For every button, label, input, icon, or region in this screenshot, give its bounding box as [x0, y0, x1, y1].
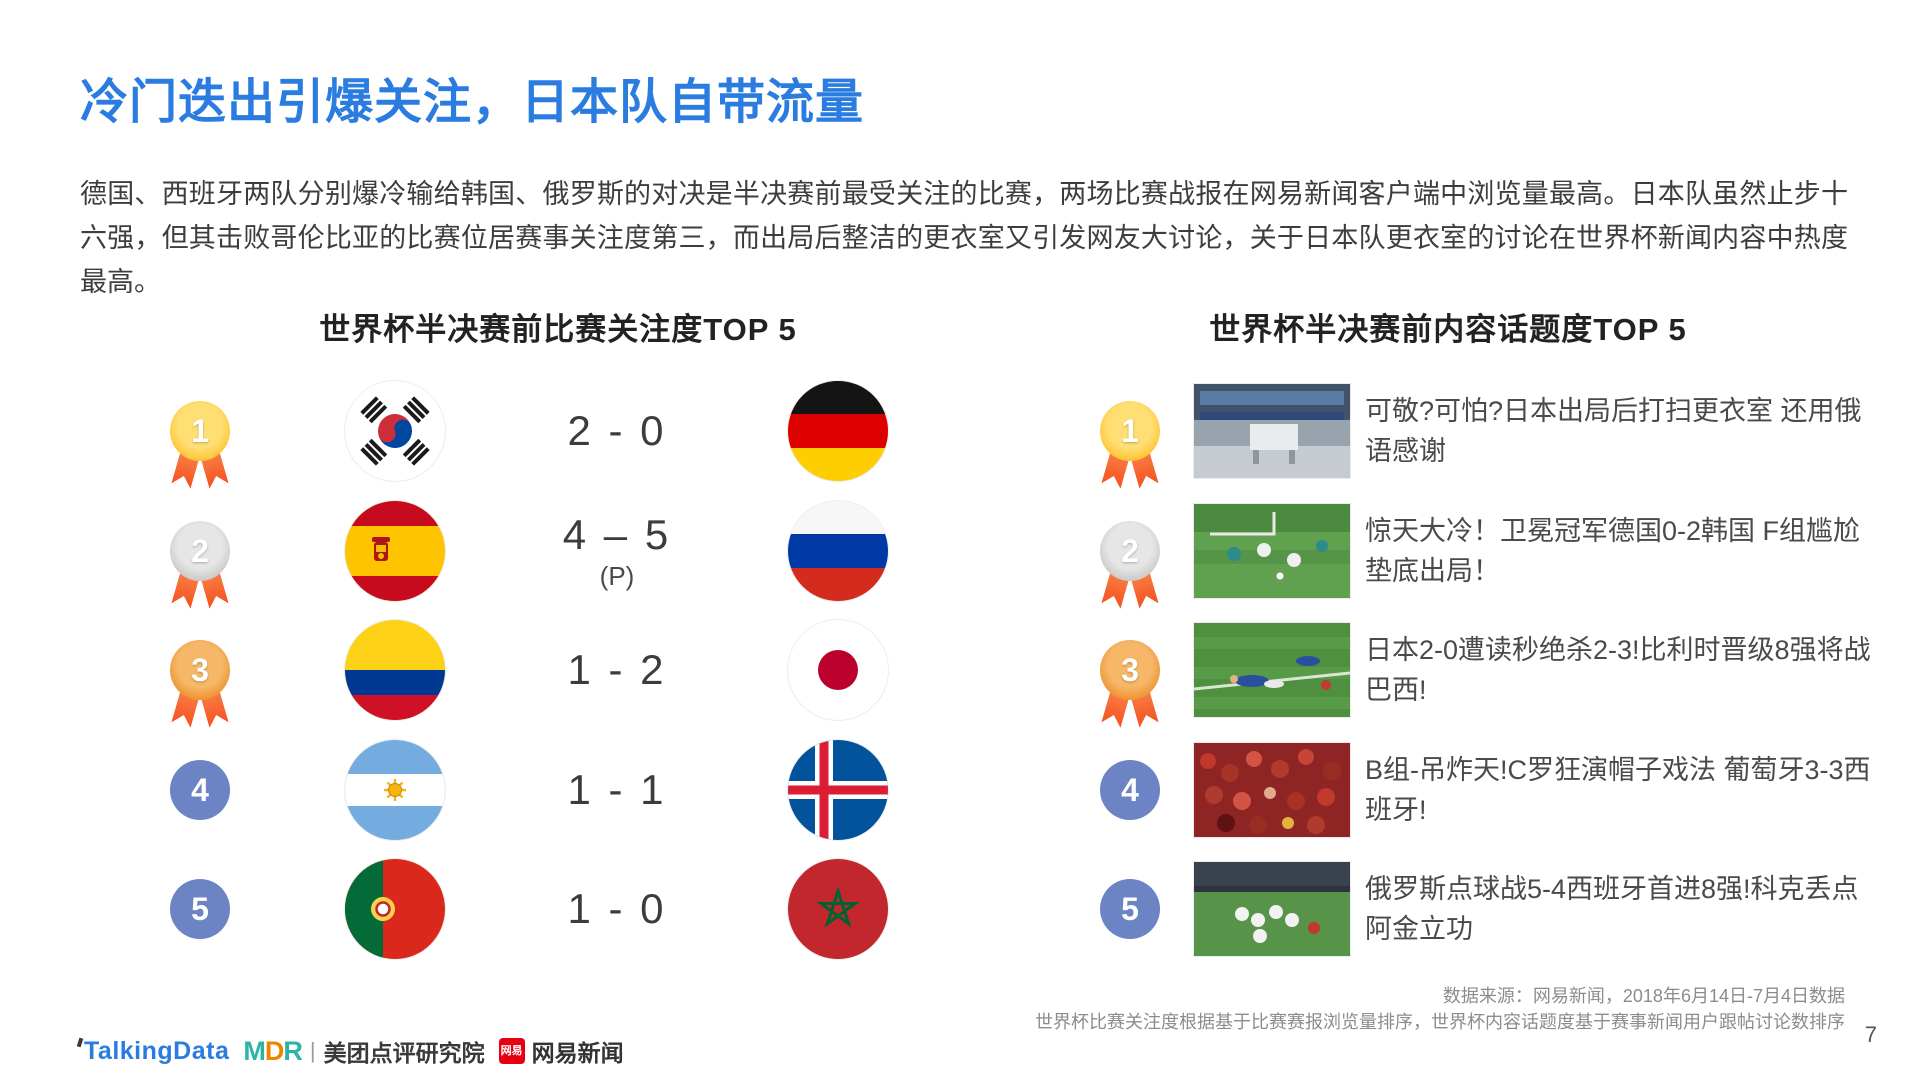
topic-row-4: 4 B组-吊炸天!C罗狂演帽子戏法 葡萄牙3-3西班牙! — [1100, 730, 1890, 850]
page-title: 冷门迭出引爆关注，日本队自带流量 — [80, 76, 865, 129]
intro-paragraph: 德国、西班牙两队分别爆冷输给韩国、俄罗斯的对决是半决赛前最受关注的比赛，两场比赛… — [80, 179, 1848, 297]
match-score: 2 - 0 — [567, 407, 667, 454]
talkingdata-tick-icon — [76, 1037, 84, 1047]
topic-row-1: 1 可敬?可怕?日本出局后打扫更衣室 还用俄语感谢 — [1100, 371, 1890, 491]
methodology-note: 世界杯比赛关注度根据基于比赛赛报浏览量排序，世界杯内容话题度基于赛事新闻用户跟帖… — [1035, 1012, 1845, 1032]
rank-number: 4 — [1100, 760, 1160, 820]
bronze-medal-icon: 3 — [170, 640, 230, 700]
japan-belgium-match-thumbnail — [1194, 623, 1350, 717]
match-row-4: 4 1 - 1 — [170, 730, 930, 850]
rank-badge-icon: 4 — [1100, 760, 1160, 820]
topic-headline: 日本2-0遭读秒绝杀2-3!比利时晋级8强将战巴西! — [1365, 635, 1871, 705]
gold-medal-icon: 1 — [170, 401, 230, 461]
silver-medal-icon: 2 — [1100, 521, 1160, 581]
japan-flag-icon — [788, 620, 888, 720]
rank-number: 3 — [170, 640, 230, 700]
rank-number: 5 — [170, 879, 230, 939]
topic-row-5: 5 俄罗斯点球战5-4西班牙首进8强!科克丢点阿金立功 — [1100, 849, 1890, 969]
left-panel-title: 世界杯半决赛前比赛关注度TOP 5 — [319, 312, 797, 347]
page-number: 7 — [1864, 1022, 1877, 1047]
talkingdata-logo: TalkingData — [76, 1037, 229, 1066]
mdr-wordmark: MDR — [243, 1035, 302, 1066]
russia-spain-match-thumbnail — [1194, 862, 1350, 956]
match-score: 4 – 5 (P) — [562, 510, 672, 591]
topic-row-3: 3 日本2-0遭读秒绝杀2-3!比利时晋级8强将战巴西! — [1100, 610, 1890, 730]
rank-number: 1 — [170, 401, 230, 461]
portugal-fans-thumbnail — [1194, 743, 1350, 837]
germany-flag-icon — [788, 381, 888, 481]
silver-medal-icon: 2 — [170, 521, 230, 581]
russia-flag-icon — [788, 501, 888, 601]
japan-locker-room-thumbnail — [1194, 384, 1350, 478]
colombia-flag-icon — [345, 620, 445, 720]
rank-number: 2 — [170, 521, 230, 581]
match-row-3: 3 1 - 2 — [170, 610, 930, 730]
rank-number: 3 — [1100, 640, 1160, 700]
gold-medal-icon: 1 — [1100, 401, 1160, 461]
data-source-note: 数据来源：网易新闻，2018年6月14日-7月4日数据 — [1442, 986, 1845, 1006]
topic-row-2: 2 惊天大冷！卫冕冠军德国0-2韩国 F组尴尬垫底出局！ — [1100, 491, 1890, 611]
topic-headline: B组-吊炸天!C罗狂演帽子戏法 葡萄牙3-3西班牙! — [1365, 755, 1871, 825]
bronze-medal-icon: 3 — [1100, 640, 1160, 700]
spain-flag-icon — [345, 501, 445, 601]
match-row-5: 5 1 - 0 — [170, 849, 930, 969]
rank-badge-icon: 4 — [170, 760, 230, 820]
rank-badge-icon: 5 — [170, 879, 230, 939]
penalty-note: (P) — [599, 560, 635, 591]
netease-label: 网易新闻 — [531, 1040, 624, 1066]
netease-news-logo: 网易 网易新闻 — [498, 1034, 624, 1068]
morocco-flag-icon — [788, 859, 888, 959]
rank-number: 5 — [1100, 879, 1160, 939]
topic-headline: 惊天大冷！卫冕冠军德国0-2韩国 F组尴尬垫底出局！ — [1365, 516, 1861, 586]
argentina-flag-icon — [345, 740, 445, 840]
portugal-flag-icon — [345, 859, 445, 959]
match-score: 1 - 1 — [567, 766, 667, 813]
match-row-2: 2 4 – 5 (P) — [170, 491, 930, 611]
logo-divider: | — [309, 1038, 316, 1063]
rank-number: 1 — [1100, 401, 1160, 461]
rank-badge-icon: 5 — [1100, 879, 1160, 939]
rank-number: 2 — [1100, 521, 1160, 581]
footer-logos: TalkingData MDR | 美团点评研究院 网易 网易新闻 — [76, 1034, 624, 1068]
match-row-1: 1 2 - 0 — [170, 371, 930, 491]
topic-headline: 俄罗斯点球战5-4西班牙首进8强!科克丢点阿金立功 — [1365, 874, 1859, 944]
match-score: 1 - 0 — [567, 885, 667, 932]
mdr-label: 美团点评研究院 — [323, 1040, 485, 1066]
meituan-dianping-research-logo: MDR | 美团点评研究院 — [243, 1034, 484, 1068]
germany-korea-match-thumbnail — [1194, 504, 1350, 598]
match-score: 1 - 2 — [567, 646, 667, 693]
netease-badge-icon: 网易 — [498, 1038, 525, 1064]
topic-headline: 可敬?可怕?日本出局后打扫更衣室 还用俄语感谢 — [1365, 396, 1862, 466]
south-korea-flag-icon — [345, 381, 445, 481]
rank-number: 4 — [170, 760, 230, 820]
right-panel-title: 世界杯半决赛前内容话题度TOP 5 — [1209, 312, 1687, 347]
iceland-flag-icon — [788, 740, 888, 840]
